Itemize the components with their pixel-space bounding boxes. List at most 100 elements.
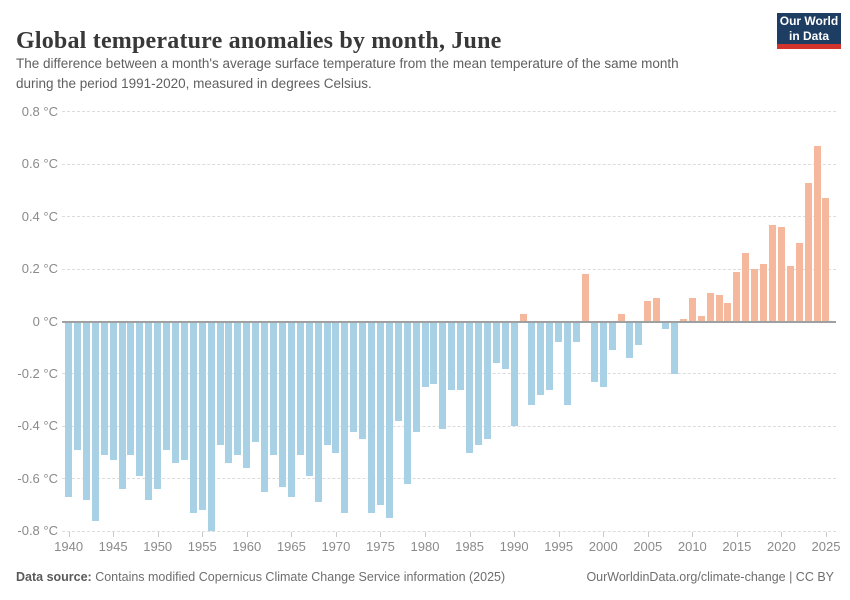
bar-1968[interactable] bbox=[314, 321, 322, 503]
bar-1974[interactable] bbox=[368, 321, 376, 513]
bar-1989[interactable] bbox=[501, 321, 509, 369]
bar-2019[interactable] bbox=[769, 224, 777, 322]
bar-2009[interactable] bbox=[679, 318, 687, 322]
bar-1990[interactable] bbox=[510, 321, 518, 427]
bar-1965[interactable] bbox=[287, 321, 295, 498]
x-axis-tick-label: 1940 bbox=[54, 539, 84, 554]
bar-1978[interactable] bbox=[403, 321, 411, 484]
bar-1983[interactable] bbox=[448, 321, 456, 390]
bar-1987[interactable] bbox=[483, 321, 491, 440]
bar-2010[interactable] bbox=[688, 297, 696, 322]
bar-2008[interactable] bbox=[671, 321, 678, 374]
bar-1991[interactable] bbox=[519, 313, 527, 322]
bar-1999[interactable] bbox=[590, 321, 598, 382]
y-gridline bbox=[62, 163, 836, 165]
bar-2012[interactable] bbox=[706, 292, 714, 322]
x-axis-tick-label: 1960 bbox=[232, 539, 262, 554]
bar-1959[interactable] bbox=[234, 321, 242, 456]
bar-1996[interactable] bbox=[564, 321, 572, 406]
bar-1951[interactable] bbox=[163, 321, 171, 450]
bar-1984[interactable] bbox=[457, 321, 465, 390]
bar-2017[interactable] bbox=[751, 269, 759, 322]
bar-1953[interactable] bbox=[180, 321, 188, 461]
bar-2016[interactable] bbox=[742, 253, 750, 322]
bar-1980[interactable] bbox=[421, 321, 429, 387]
y-axis-tick-label: 0.4 °C bbox=[21, 208, 58, 224]
bar-1963[interactable] bbox=[270, 321, 278, 456]
bar-1945[interactable] bbox=[109, 321, 117, 461]
bar-1973[interactable] bbox=[359, 321, 367, 440]
bar-1954[interactable] bbox=[189, 321, 197, 513]
bar-1958[interactable] bbox=[225, 321, 233, 463]
bar-1995[interactable] bbox=[555, 321, 563, 343]
bar-2000[interactable] bbox=[599, 321, 607, 387]
bar-1967[interactable] bbox=[305, 321, 313, 477]
bar-1979[interactable] bbox=[412, 321, 420, 432]
x-axis-tick-label: 2005 bbox=[633, 539, 663, 554]
bar-1949[interactable] bbox=[145, 321, 153, 500]
bar-1947[interactable] bbox=[127, 321, 135, 456]
bar-1976[interactable] bbox=[385, 321, 393, 518]
y-gridline bbox=[62, 530, 836, 532]
bar-1994[interactable] bbox=[546, 321, 554, 390]
bar-2022[interactable] bbox=[795, 242, 803, 322]
bar-1992[interactable] bbox=[528, 321, 536, 406]
bar-2023[interactable] bbox=[804, 182, 812, 322]
bar-1972[interactable] bbox=[350, 321, 358, 432]
bar-2007[interactable] bbox=[662, 321, 670, 330]
bar-2021[interactable] bbox=[786, 266, 794, 322]
bar-1970[interactable] bbox=[332, 321, 340, 453]
bar-1940[interactable] bbox=[65, 321, 73, 498]
bar-2005[interactable] bbox=[644, 300, 652, 322]
bar-1966[interactable] bbox=[296, 321, 304, 456]
y-axis-tick-label: -0.8 °C bbox=[17, 523, 58, 539]
x-axis-tick bbox=[68, 532, 70, 537]
bar-2013[interactable] bbox=[715, 295, 723, 322]
bar-1981[interactable] bbox=[430, 321, 438, 385]
bar-1969[interactable] bbox=[323, 321, 331, 445]
bar-1952[interactable] bbox=[172, 321, 180, 463]
bar-1961[interactable] bbox=[252, 321, 260, 443]
bar-1985[interactable] bbox=[466, 321, 474, 453]
bar-2002[interactable] bbox=[617, 313, 625, 322]
bar-1956[interactable] bbox=[207, 321, 215, 532]
bar-1941[interactable] bbox=[74, 321, 81, 450]
owid-logo[interactable]: Our World in Data bbox=[777, 13, 841, 49]
bar-2003[interactable] bbox=[626, 321, 634, 359]
owid-link[interactable]: OurWorldinData.org/climate-change | CC B… bbox=[586, 570, 834, 584]
bar-1957[interactable] bbox=[216, 321, 224, 445]
zero-axis-line bbox=[62, 320, 836, 323]
bar-2006[interactable] bbox=[653, 297, 661, 322]
bar-2025[interactable] bbox=[822, 198, 830, 322]
bar-1986[interactable] bbox=[474, 321, 482, 445]
bar-2015[interactable] bbox=[733, 271, 741, 322]
bar-2001[interactable] bbox=[608, 321, 616, 351]
bar-1988[interactable] bbox=[492, 321, 500, 364]
bar-1944[interactable] bbox=[100, 321, 108, 456]
x-axis-tick bbox=[113, 532, 115, 537]
bar-1977[interactable] bbox=[394, 321, 402, 422]
bar-2024[interactable] bbox=[813, 145, 821, 322]
bar-1946[interactable] bbox=[118, 321, 126, 490]
bar-2011[interactable] bbox=[697, 316, 705, 322]
bar-2004[interactable] bbox=[635, 321, 643, 346]
bar-2018[interactable] bbox=[760, 263, 768, 322]
bar-2020[interactable] bbox=[777, 227, 785, 322]
bar-1943[interactable] bbox=[91, 321, 99, 521]
bar-1962[interactable] bbox=[261, 321, 269, 492]
bar-1993[interactable] bbox=[537, 321, 545, 395]
bar-1950[interactable] bbox=[154, 321, 162, 490]
bar-1998[interactable] bbox=[581, 274, 589, 322]
bar-2014[interactable] bbox=[724, 303, 732, 322]
bar-1975[interactable] bbox=[376, 321, 384, 505]
bar-1948[interactable] bbox=[136, 321, 144, 477]
bar-1997[interactable] bbox=[572, 321, 580, 343]
bar-1955[interactable] bbox=[198, 321, 206, 511]
bar-1971[interactable] bbox=[341, 321, 349, 513]
x-axis-tick-label: 1955 bbox=[187, 539, 217, 554]
x-axis-tick bbox=[425, 532, 427, 537]
bar-1964[interactable] bbox=[278, 321, 286, 487]
bar-1982[interactable] bbox=[439, 321, 447, 429]
bar-1960[interactable] bbox=[243, 321, 251, 469]
bar-1942[interactable] bbox=[82, 321, 90, 500]
